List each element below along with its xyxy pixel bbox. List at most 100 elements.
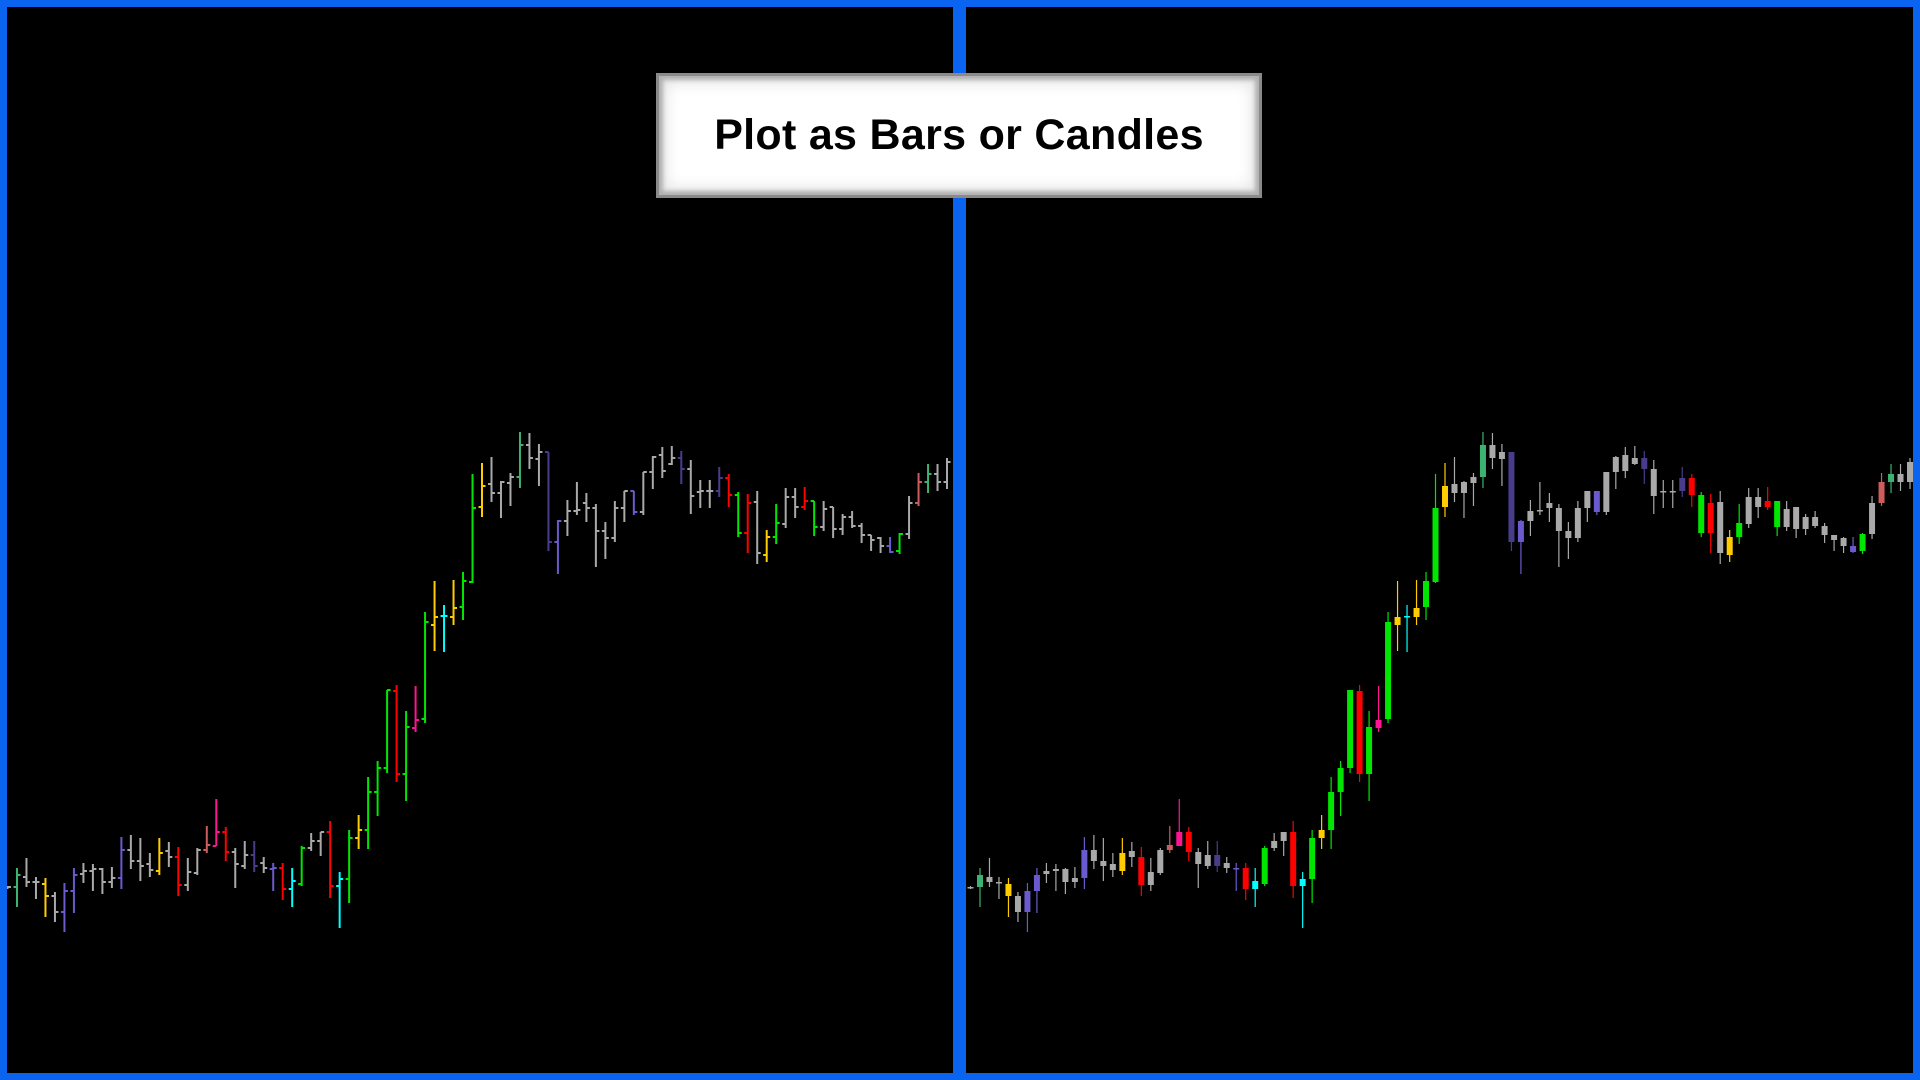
- candle: [1024, 883, 1031, 932]
- candle-body: [1660, 491, 1667, 493]
- candle-body: [1413, 608, 1420, 617]
- candle-body: [1508, 452, 1515, 542]
- candle: [995, 877, 1002, 899]
- candle-body: [1631, 458, 1638, 464]
- candle-body: [1717, 502, 1724, 553]
- ohlc-bar: [839, 514, 847, 535]
- ohlc-bar: [355, 815, 363, 849]
- candle-body: [1423, 581, 1430, 607]
- ohlc-bar: [13, 868, 21, 907]
- candle-body: [1888, 474, 1895, 482]
- ohlc-bar: [288, 868, 296, 907]
- candle: [1517, 520, 1524, 574]
- ohlc-bar: [924, 464, 932, 493]
- ohlc-bar: [269, 863, 277, 891]
- candle-body: [1185, 832, 1192, 852]
- candle-body: [1128, 851, 1135, 857]
- ohlc-bar: [782, 488, 790, 528]
- candle-body: [1071, 878, 1078, 882]
- ohlc-bar: [592, 504, 600, 567]
- candle: [1309, 830, 1316, 903]
- ohlc-bar: [791, 488, 799, 518]
- candle-body: [1612, 457, 1619, 472]
- candle: [1442, 463, 1448, 517]
- candle: [1527, 500, 1534, 536]
- candle-body: [1043, 871, 1050, 874]
- ohlc-bar: [506, 473, 514, 506]
- candle: [1337, 761, 1344, 816]
- ohlc-bar: [326, 821, 334, 898]
- candle: [1622, 447, 1629, 478]
- candle: [1479, 432, 1486, 488]
- candle-body: [1774, 501, 1781, 527]
- candle-body: [1176, 832, 1183, 846]
- candle-body: [1337, 768, 1344, 792]
- candle: [1565, 522, 1572, 559]
- ohlc-bar: [336, 872, 344, 928]
- candle: [1688, 474, 1695, 507]
- candle-body: [1688, 478, 1695, 495]
- candle: [967, 886, 974, 889]
- candle-body: [1679, 478, 1686, 491]
- candle: [1005, 878, 1012, 917]
- ohlc-bar: [279, 863, 287, 900]
- candle: [986, 858, 993, 887]
- candle: [1043, 863, 1050, 883]
- candle-body: [1147, 872, 1154, 885]
- ohlc-bar: [829, 506, 837, 538]
- ohlc-bar: [364, 777, 372, 849]
- candle: [1593, 491, 1600, 515]
- ohlc-bar: [136, 838, 144, 881]
- ohlc-bar: [753, 491, 761, 564]
- candle: [1546, 493, 1553, 522]
- candle: [1252, 868, 1259, 907]
- candle: [1669, 480, 1676, 508]
- candle-body: [1897, 474, 1904, 482]
- ohlc-bar: [241, 841, 249, 869]
- candle-body: [1404, 616, 1411, 618]
- ohlc-bar: [858, 523, 866, 543]
- ohlc-bar: [374, 761, 382, 816]
- candle-body: [1603, 472, 1610, 512]
- ohlc-bar: [193, 848, 201, 875]
- ohlc-bar: [725, 474, 733, 507]
- candle-body: [1309, 838, 1316, 879]
- ohlc-bar: [611, 501, 619, 542]
- candle: [1451, 457, 1458, 502]
- ohlc-bar: [658, 447, 666, 478]
- candle-body: [1574, 508, 1581, 538]
- candle-body: [995, 882, 1002, 884]
- ohlc-bar: [687, 460, 695, 514]
- candle-body: [1261, 848, 1268, 884]
- candle: [1793, 507, 1800, 538]
- candle-body: [1214, 855, 1221, 866]
- candle: [1100, 838, 1107, 881]
- candle-body: [1252, 881, 1259, 889]
- ohlc-bar: [22, 858, 30, 887]
- candle: [1460, 481, 1467, 518]
- ohlc-bar: [412, 686, 420, 732]
- candle-body: [1745, 497, 1752, 524]
- candle: [1195, 848, 1202, 888]
- candle-body: [1109, 864, 1116, 870]
- candle: [1214, 841, 1221, 872]
- candle-body: [976, 875, 983, 887]
- ohlc-bar: [649, 456, 657, 489]
- candle: [1574, 501, 1581, 542]
- candle: [1878, 473, 1885, 506]
- candle: [1821, 523, 1828, 543]
- candle-body: [1878, 482, 1885, 503]
- candle-body: [1242, 868, 1249, 889]
- ohlc-bar: [934, 464, 942, 491]
- ohlc-bar: [915, 473, 923, 506]
- candle: [1498, 444, 1505, 486]
- ohlc-bar-chart: [4, 432, 951, 932]
- ohlc-bar: [41, 878, 49, 917]
- ohlc-bar: [146, 853, 154, 877]
- candle: [1299, 872, 1306, 928]
- ohlc-bar: [715, 467, 723, 497]
- candle: [1147, 858, 1154, 891]
- ohlc-bar: [174, 847, 182, 896]
- ohlc-bar: [459, 572, 467, 620]
